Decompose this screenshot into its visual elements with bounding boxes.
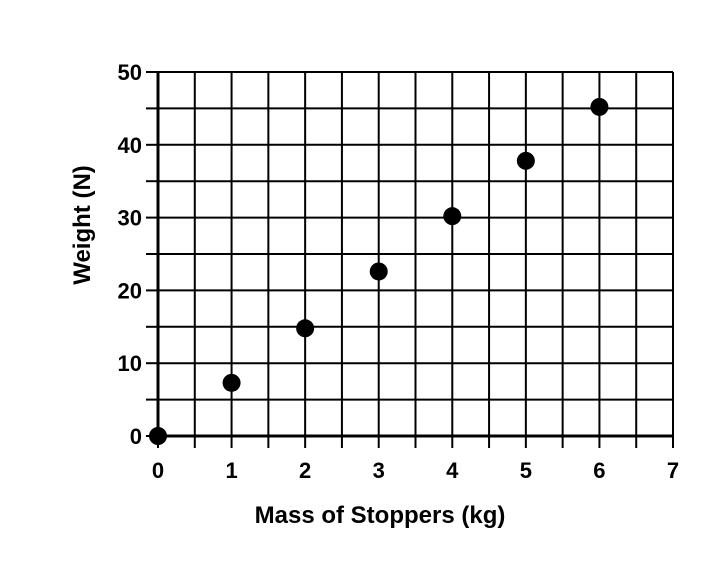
data-point (149, 427, 167, 445)
data-point (516, 151, 535, 170)
y-tick-label: 10 (118, 351, 142, 376)
data-point (296, 319, 315, 338)
y-tick-label: 40 (118, 133, 142, 158)
grid (157, 71, 674, 437)
x-tick-labels: 0 1 2 3 4 5 6 7 (152, 458, 679, 483)
x-axis-label: Mass of Stoppers (kg) (255, 502, 506, 529)
x-tick-label: 7 (667, 458, 679, 483)
x-tick-label: 2 (299, 458, 311, 483)
data-point (443, 207, 462, 226)
y-axis-label: Weight (N) (69, 165, 96, 285)
x-tick-label: 3 (373, 458, 385, 483)
axes (146, 71, 674, 448)
y-tick-label: 30 (118, 206, 142, 231)
data-point (222, 373, 241, 392)
y-tick-labels: 0 10 20 30 40 50 (118, 60, 142, 449)
x-tick-label: 5 (520, 458, 532, 483)
y-tick-label: 50 (118, 60, 142, 85)
x-tick-label: 6 (593, 458, 605, 483)
data-point (590, 97, 609, 116)
x-tick-label: 4 (446, 458, 459, 483)
x-tick-label: 1 (225, 458, 237, 483)
x-tick-label: 0 (152, 458, 164, 483)
y-tick-label: 0 (130, 424, 142, 449)
data-points (149, 97, 609, 445)
data-point (369, 262, 388, 281)
y-tick-label: 20 (118, 278, 142, 303)
